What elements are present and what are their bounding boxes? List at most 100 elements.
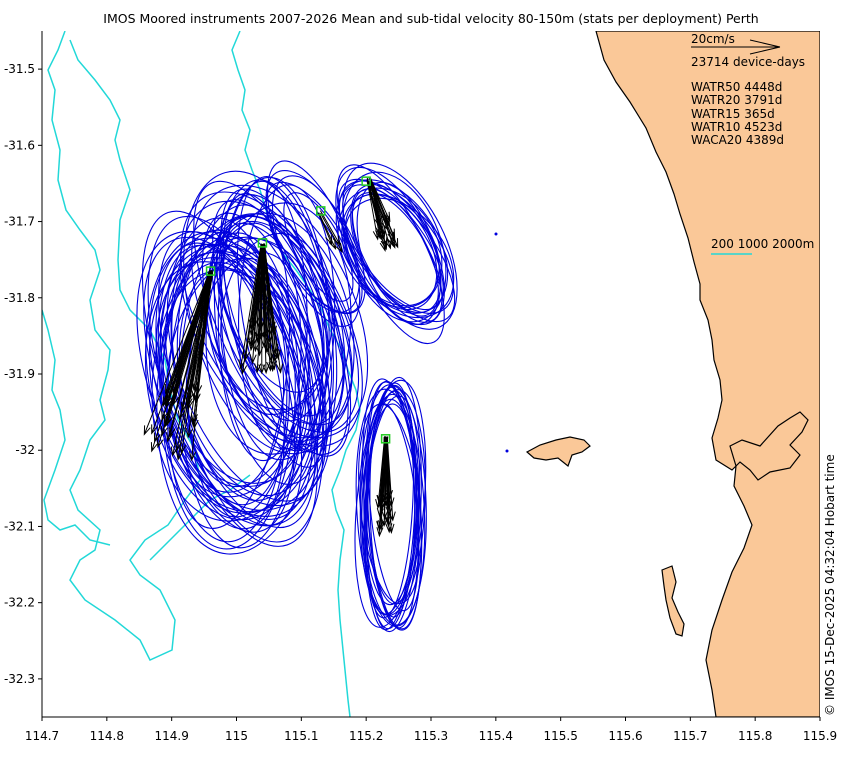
- chart-title: IMOS Moored instruments 2007-2026 Mean a…: [103, 11, 758, 26]
- isobath-200m: [231, 31, 361, 717]
- x-tick-label: 114.8: [90, 729, 124, 743]
- legend-isobath-label: 200 1000 2000m: [711, 237, 814, 251]
- mean-velocity-arrow: [381, 436, 389, 507]
- x-tick-label: 115.8: [738, 729, 772, 743]
- velocity-ellipse: [149, 237, 327, 517]
- mean-velocity-arrow: [370, 178, 391, 223]
- x-axis-ticks: 114.7 114.8 114.9 115 115.1 115.2 115.3 115.4 11…: [25, 717, 837, 743]
- velocity-ellipse: [336, 164, 445, 345]
- plot-area: [42, 31, 820, 717]
- velocity-ellipse: [342, 171, 447, 323]
- mean-velocity-arrow: [367, 181, 387, 253]
- legend-total-days: 23714 device-days: [691, 55, 805, 69]
- legend-site-2: WATR15 365d: [691, 107, 775, 121]
- mean-velocity-arrow: [319, 210, 341, 246]
- y-tick-label: -31.5: [4, 62, 35, 76]
- velocity-ellipse: [205, 237, 329, 411]
- velocity-ellipse: [283, 192, 354, 302]
- legend-site-0: WATR50 4448d: [691, 80, 782, 94]
- velocity-ellipse: [159, 251, 310, 484]
- site-marker-watr20: [257, 238, 268, 248]
- x-tick-label: 114.9: [154, 729, 188, 743]
- credit-text: © IMOS 15-Dec-2025 04:32:04 Hobart time: [823, 454, 837, 716]
- mainland: [595, 31, 820, 717]
- legend-site-4: WACA20 4389d: [691, 133, 784, 147]
- isobath-1000m: [42, 309, 111, 546]
- velocity-ellipse: [151, 236, 324, 522]
- mean-velocity-arrow: [243, 245, 263, 362]
- x-tick-label: 115: [225, 729, 248, 743]
- velocity-ellipse: [343, 197, 455, 319]
- y-tick-label: -32.2: [4, 596, 35, 610]
- velocity-ellipse: [363, 398, 418, 606]
- legend: 20cm/s 23714 device-days WATR50 4448d WA…: [691, 32, 814, 255]
- dot-marker: [494, 232, 498, 236]
- x-tick-label: 115.7: [673, 729, 707, 743]
- velocity-ellipse: [170, 229, 324, 543]
- mean-velocity-arrow: [175, 273, 210, 461]
- mean-velocity-arrow: [366, 178, 395, 243]
- site-marker-watr15: [316, 206, 326, 216]
- land-mass: [525, 31, 820, 717]
- x-tick-label: 115.1: [284, 729, 318, 743]
- velocity-ellipse: [338, 180, 454, 314]
- velocity-ellipse: [144, 261, 302, 521]
- site-markers: [205, 176, 391, 444]
- legend-arrowhead: [749, 39, 781, 55]
- mean-velocity-arrow: [258, 244, 266, 375]
- velocity-ellipse: [219, 220, 353, 426]
- dot-marker: [505, 449, 509, 453]
- legend-scale-label: 20cm/s: [691, 32, 735, 46]
- velocity-ellipse: [212, 199, 333, 417]
- rottnest-island: [525, 436, 591, 467]
- velocity-ellipse: [358, 403, 423, 605]
- mean-velocity-arrow: [261, 244, 272, 354]
- mean-velocity-arrow: [161, 271, 211, 421]
- velocity-ellipse: [341, 193, 440, 307]
- velocity-ellipse: [218, 214, 344, 425]
- velocity-ellipse: [355, 388, 426, 627]
- mean-velocity-arrows: [143, 177, 399, 538]
- x-tick-label: 115.5: [543, 729, 577, 743]
- velocity-ellipse: [217, 180, 308, 462]
- velocity-ellipse: [238, 184, 336, 450]
- mean-velocity-arrow: [238, 244, 262, 370]
- x-tick-label: 115.4: [479, 729, 513, 743]
- x-tick-label: 115.3: [414, 729, 448, 743]
- y-tick-label: -31.7: [4, 215, 35, 229]
- site-marker-watr10: [361, 176, 371, 186]
- y-tick-label: -31.9: [4, 367, 35, 381]
- site-marker-watr50: [205, 266, 216, 276]
- isobath-lines: [42, 31, 361, 717]
- velocity-ellipse: [337, 187, 443, 308]
- velocity-ellipse: [193, 180, 349, 455]
- legend-site-3: WATR10 4523d: [691, 120, 782, 134]
- mean-velocity-arrow: [191, 271, 211, 401]
- isobath-2000m: [47, 31, 201, 661]
- x-tick-label: 115.9: [803, 729, 837, 743]
- y-tick-label: -31.8: [4, 291, 35, 305]
- site-marker-waca20: [380, 434, 391, 444]
- velocity-ellipses: [136, 160, 458, 633]
- x-tick-label: 115.2: [349, 729, 383, 743]
- y-tick-label: -32: [15, 443, 35, 457]
- y-tick-label: -31.6: [4, 138, 35, 152]
- mean-velocity-arrow: [320, 213, 343, 254]
- velocity-ellipse: [166, 204, 291, 529]
- garden-island: [661, 565, 685, 637]
- legend-site-1: WATR20 3791d: [691, 93, 782, 107]
- y-tick-label: -32.1: [4, 519, 35, 533]
- mean-velocity-arrow: [318, 212, 337, 251]
- velocity-ellipse: [342, 184, 444, 311]
- velocity-ellipse: [337, 178, 456, 323]
- x-tick-label: 114.7: [25, 729, 59, 743]
- mean-velocity-arrow: [264, 243, 277, 336]
- velocity-ellipse: [236, 176, 338, 453]
- x-tick-label: 115.6: [608, 729, 642, 743]
- y-axis-ticks: -31.5 -31.6 -31.7 -31.8 -31.9 -32 -32.1 -32.2 -3…: [4, 62, 42, 686]
- mean-velocity-arrow: [172, 270, 214, 406]
- mean-velocity-arrow: [180, 272, 214, 413]
- mean-velocity-arrow: [318, 212, 333, 246]
- mean-velocity-arrow: [143, 271, 210, 436]
